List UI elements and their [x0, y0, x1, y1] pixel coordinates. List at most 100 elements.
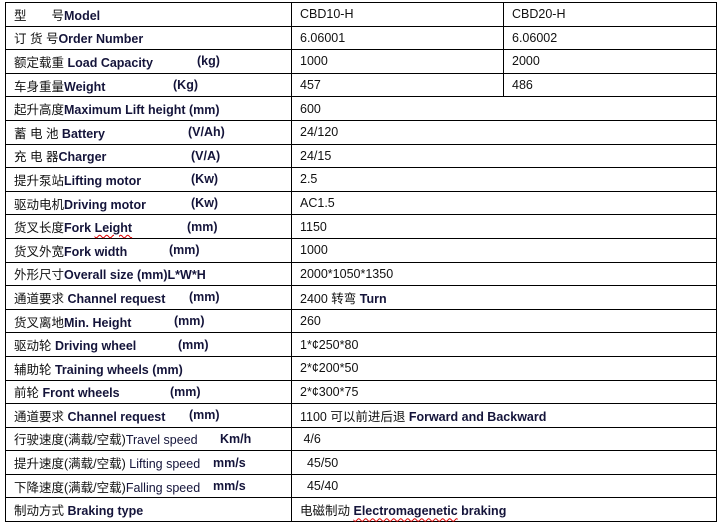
spec-value: 6.06001 — [300, 30, 346, 45]
spec-value: 2*¢200*50 — [300, 361, 359, 376]
table-row: 额定载重 Load Capacity (kg) 1000 2000 — [5, 49, 717, 74]
label-en-text: Fork width — [64, 244, 128, 259]
spec-value: 600 — [300, 101, 321, 116]
label-en-text: Channel request — [67, 409, 166, 424]
label-en: Training wheels (mm) — [55, 363, 183, 377]
spec-value-cell: 486 — [503, 72, 717, 98]
spec-value: 1000 — [300, 243, 328, 258]
spec-value-cell: 600 — [291, 96, 717, 121]
table-row: 驱动轮 Driving wheel (mm) 1*¢250*80 — [5, 332, 717, 357]
spec-label-cell: 起升高度Maximum Lift height (mm) — [5, 96, 292, 121]
label-en-text: Overall size (mm)L*W*H — [64, 268, 206, 283]
label-unit: (Kg) — [173, 78, 198, 93]
table-row: 货叉长度Fork Leight (mm) 1150 — [5, 214, 717, 239]
label-en: Load Capacity — [67, 56, 152, 70]
spec-value-cell: 24/15 — [291, 143, 717, 169]
label-en: Fork Leight — [64, 221, 133, 236]
label-cn: 下降速度(满载/空载) — [14, 480, 126, 495]
spec-value: 1000 — [300, 54, 328, 69]
spec-value-cell: 6.06002 — [503, 25, 717, 51]
spec-label-cell: 货叉离地Min. Height (mm) — [5, 308, 292, 334]
label-en-text: Min. Height — [64, 315, 132, 330]
label-en-text: Weight — [64, 79, 106, 94]
label-cn: 订 货 号 — [14, 32, 59, 47]
label-cn: 通道要求 — [14, 291, 68, 306]
spec-label-cell: 型 号Model — [5, 2, 292, 27]
spec-value: 24/120 — [300, 125, 339, 140]
label-en: Charger — [58, 150, 106, 164]
label-cn: 行驶速度(满载/空载) — [14, 433, 126, 448]
label-unit: mm/s — [213, 455, 246, 470]
spec-label-cell: 货叉外宽Fork width (mm) — [5, 237, 292, 263]
label-en: Channel request — [67, 410, 165, 424]
label-unit: (kg) — [197, 54, 220, 69]
label-unit: (mm) — [189, 290, 220, 305]
label-unit: Km/h — [220, 431, 252, 446]
label-unit: (mm) — [187, 219, 218, 234]
label-en: Channel request — [67, 292, 165, 306]
spec-value: CBD20-H — [512, 7, 566, 22]
spec-value: 45/50 — [300, 455, 339, 470]
spec-label-cell: 外形尺寸Overall size (mm)L*W*H — [5, 261, 292, 287]
label-cn: 制动方式 — [14, 504, 68, 519]
table-row: 通道要求 Channel request (mm) 1100 可以前进后退 Forw… — [5, 403, 717, 428]
spec-value-cell: 2*¢300*75 — [291, 379, 717, 405]
label-en-text: Driving wheel — [54, 339, 137, 354]
label-en: Min. Height — [64, 316, 131, 330]
spec-label-cell: 辅助轮 Training wheels (mm) — [5, 355, 292, 381]
label-en-text: Braking type — [67, 504, 144, 519]
spec-label-cell: 提升速度(满载/空载) Lifting speed mm/s — [5, 450, 292, 475]
label-en: Driving motor — [64, 198, 146, 212]
label-unit: (Kw) — [191, 172, 219, 187]
label-en: Maximum Lift height (mm) — [64, 103, 220, 117]
table-row: 货叉外宽Fork width (mm) 1000 — [5, 237, 717, 263]
table-row: 前轮 Front wheels (mm) 2*¢300*75 — [5, 379, 717, 405]
spec-value-cell: 1100 可以前进后退 Forward and Backward — [291, 403, 717, 428]
spec-label-cell: 行驶速度(满载/空载)Travel speed Km/h — [5, 426, 292, 452]
label-cn: 驱动轮 — [14, 339, 55, 354]
spec-value: 45/40 — [300, 479, 339, 494]
spec-label-cell: 驱动轮 Driving wheel (mm) — [5, 332, 292, 357]
label-cn: 起升高度 — [14, 103, 65, 118]
spec-label-cell: 车身重量Weight (Kg) — [5, 72, 292, 98]
spec-value: 1150 — [300, 219, 327, 234]
label-en-text: Load Capacity — [67, 55, 153, 70]
label-en-text: Training wheels (mm) — [54, 362, 183, 377]
spec-value: 2400 转弯 — [300, 291, 360, 306]
spec-value: 1*¢250*80 — [300, 337, 359, 352]
spec-value-cell: 2000 — [503, 49, 717, 74]
label-en: Overall size (mm)L*W*H — [64, 268, 206, 282]
label-unit: (mm) — [174, 314, 205, 329]
label-unit: (mm) — [170, 384, 201, 399]
spec-value: 2000 — [512, 54, 540, 69]
label-en-text: Lifting motor — [64, 173, 142, 188]
table-row: 提升泵站Lifting motor (Kw) 2.5 — [5, 167, 717, 192]
spec-value-cell: 457 — [291, 72, 504, 98]
label-en-text: Battery — [61, 126, 105, 141]
table-row: 外形尺寸Overall size (mm)L*W*H 2000*1050*1350 — [5, 261, 717, 287]
spec-label-cell: 提升泵站Lifting motor (Kw) — [5, 167, 292, 192]
spec-label-cell: 充 电 器Charger (V/A) — [5, 143, 292, 169]
table-row: 蓄 电 池 Battery (V/Ah) 24/120 — [5, 119, 717, 145]
spec-value: 2*¢300*75 — [300, 384, 359, 399]
label-cn: 车身重量 — [14, 79, 65, 94]
label-unit: (mm) — [178, 337, 209, 352]
label-unit: (V/A) — [191, 148, 221, 163]
label-cn: 提升泵站 — [14, 173, 65, 188]
spec-value: CBD10-H — [300, 7, 354, 22]
label-en-text: Falling speed — [125, 480, 201, 495]
table-row: 辅助轮 Training wheels (mm) 2*¢200*50 — [5, 355, 717, 381]
label-en: Fork Leight — [64, 221, 132, 235]
spec-value-cell: 1150 — [291, 214, 717, 239]
label-en: Fork width — [64, 245, 127, 259]
spec-value-cell: 6.06001 — [291, 25, 504, 51]
spec-value: 486 — [512, 78, 533, 93]
spec-label-cell: 驱动电机Driving motor (Kw) — [5, 190, 292, 216]
spec-value-cell: 2*¢200*50 — [291, 355, 717, 381]
spec-value-cell: 260 — [291, 308, 717, 334]
spec-value-en: Electromagenetic braking — [353, 504, 507, 519]
label-en-text: Channel request — [67, 291, 166, 306]
spec-value-cell: 45/50 — [291, 450, 717, 475]
spec-value: 2000*1050*1350 — [300, 266, 394, 281]
spec-value-cell: 45/40 — [291, 473, 717, 499]
